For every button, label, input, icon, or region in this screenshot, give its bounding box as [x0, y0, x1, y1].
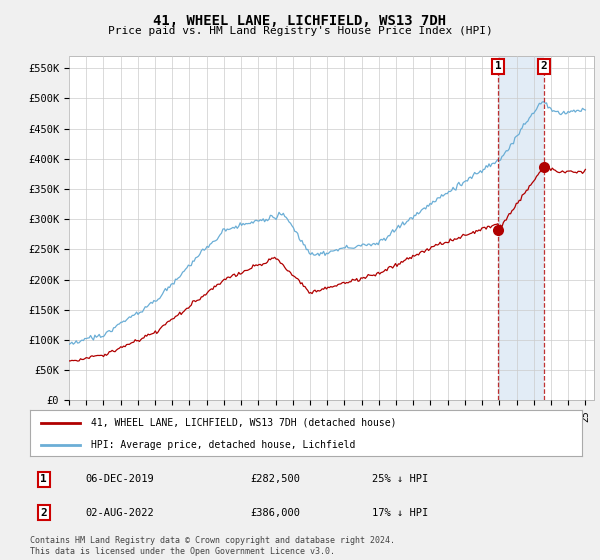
- Text: Contains HM Land Registry data © Crown copyright and database right 2024.
This d: Contains HM Land Registry data © Crown c…: [30, 536, 395, 556]
- Text: £386,000: £386,000: [251, 508, 301, 517]
- Text: 1: 1: [494, 62, 502, 71]
- Text: 41, WHEEL LANE, LICHFIELD, WS13 7DH (detached house): 41, WHEEL LANE, LICHFIELD, WS13 7DH (det…: [91, 418, 396, 428]
- Text: 2: 2: [40, 508, 47, 517]
- Text: 41, WHEEL LANE, LICHFIELD, WS13 7DH: 41, WHEEL LANE, LICHFIELD, WS13 7DH: [154, 14, 446, 28]
- Text: Price paid vs. HM Land Registry's House Price Index (HPI): Price paid vs. HM Land Registry's House …: [107, 26, 493, 36]
- Text: 17% ↓ HPI: 17% ↓ HPI: [372, 508, 428, 517]
- Text: HPI: Average price, detached house, Lichfield: HPI: Average price, detached house, Lich…: [91, 440, 355, 450]
- Text: £282,500: £282,500: [251, 474, 301, 484]
- Bar: [498, 56, 544, 400]
- Text: 06-DEC-2019: 06-DEC-2019: [85, 474, 154, 484]
- Text: 2: 2: [541, 62, 547, 71]
- Text: 25% ↓ HPI: 25% ↓ HPI: [372, 474, 428, 484]
- Text: 02-AUG-2022: 02-AUG-2022: [85, 508, 154, 517]
- Text: 1: 1: [40, 474, 47, 484]
